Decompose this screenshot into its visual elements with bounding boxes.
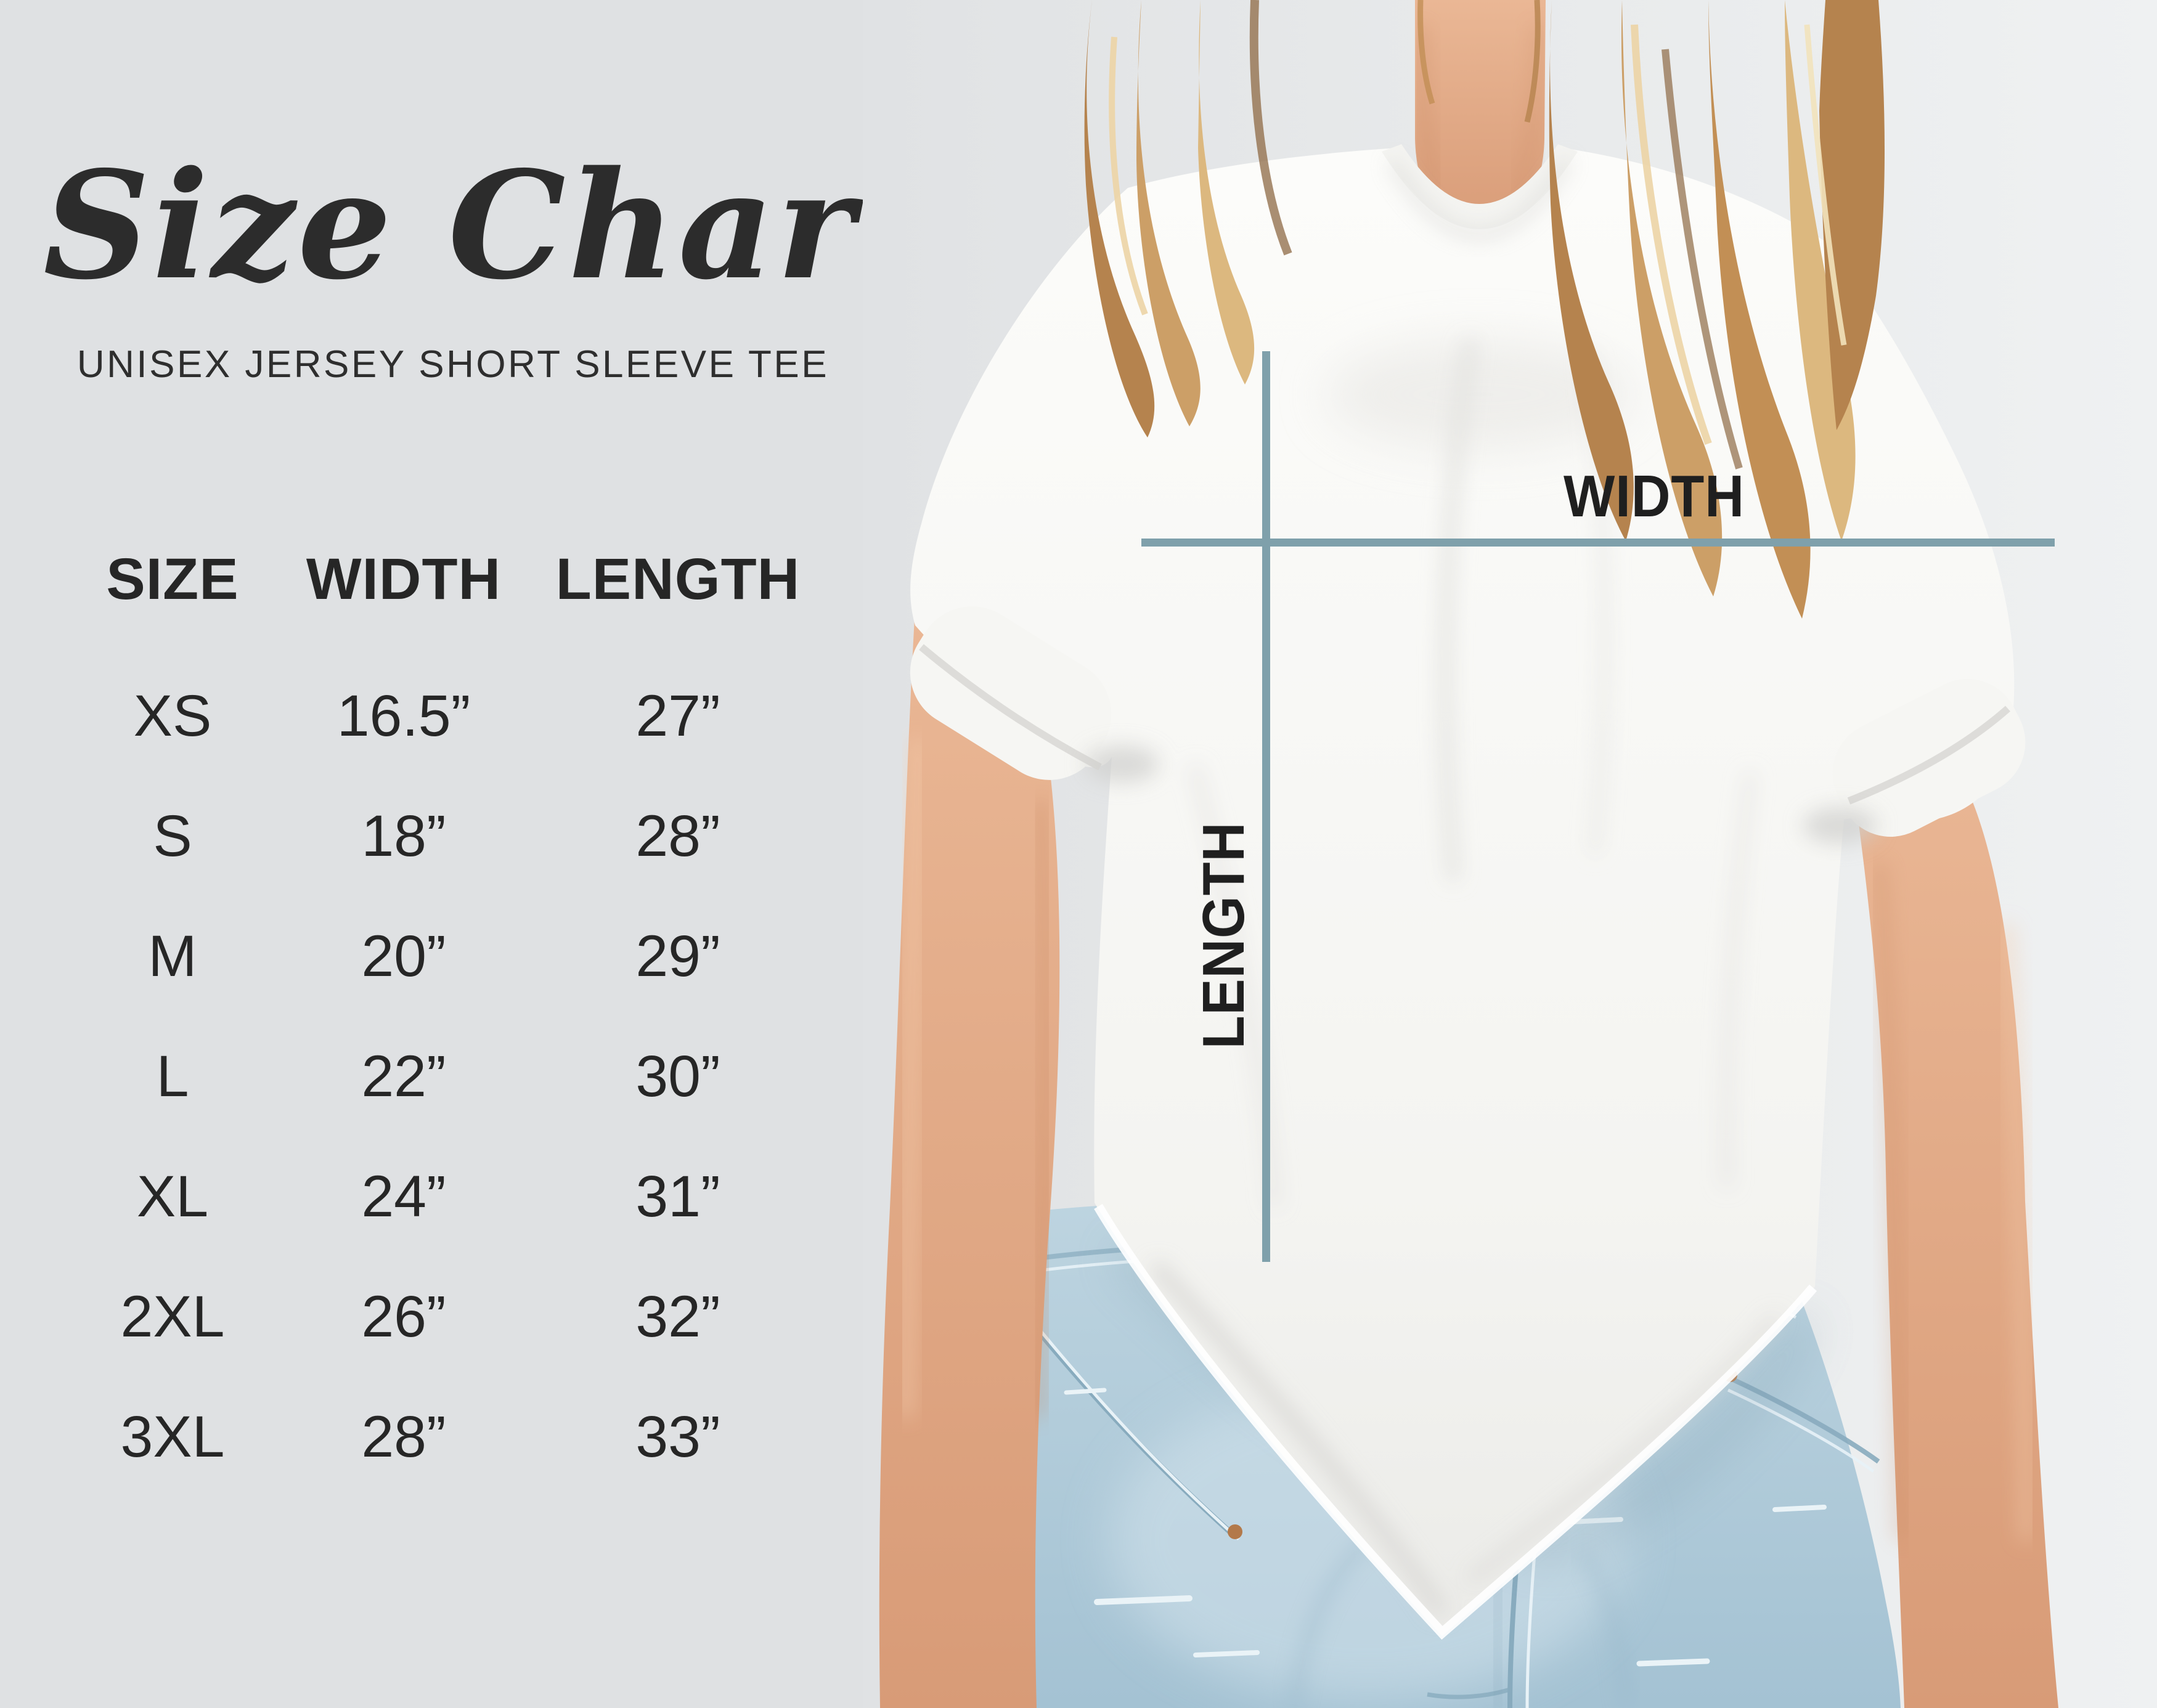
left-cuff bbox=[910, 606, 1112, 780]
subtitle: UNISEX JERSEY SHORT SLEEVE TEE bbox=[76, 343, 830, 386]
hair bbox=[1084, 0, 1885, 619]
length-cell: 33” bbox=[635, 1404, 720, 1470]
length-cell: 28” bbox=[635, 803, 720, 869]
column-header-width: WIDTH bbox=[306, 546, 502, 612]
width-label: WIDTH bbox=[1563, 463, 1745, 529]
width-cell: 26” bbox=[361, 1284, 446, 1349]
table-row: M 20” 29” bbox=[68, 897, 826, 1017]
table-row: 3XL 28” 33” bbox=[68, 1377, 826, 1497]
length-cell: 30” bbox=[635, 1044, 720, 1109]
page-title: Size Chart bbox=[43, 139, 928, 312]
length-cell: 29” bbox=[635, 924, 720, 989]
table-row: 2XL 26” 32” bbox=[68, 1257, 826, 1377]
neck bbox=[1415, 0, 1546, 238]
width-measure-line bbox=[1141, 539, 2055, 547]
table-row: XS 16.5” 27” bbox=[68, 656, 826, 776]
tee-hem bbox=[1094, 1203, 1817, 1640]
table-row: L 22” 30” bbox=[68, 1017, 826, 1137]
width-cell: 20” bbox=[361, 924, 446, 989]
right-arm bbox=[1851, 741, 2058, 1708]
table-row: XL 24” 31” bbox=[68, 1137, 826, 1257]
length-measure-line bbox=[1262, 351, 1270, 1262]
tee-folds bbox=[1085, 339, 1877, 1615]
column-header-length: LENGTH bbox=[555, 546, 801, 612]
tee-shirt bbox=[910, 144, 2026, 1640]
right-cuff bbox=[1832, 679, 2026, 837]
left-arm bbox=[879, 617, 1060, 1708]
size-cell: S bbox=[153, 803, 192, 869]
length-cell: 31” bbox=[635, 1164, 720, 1229]
length-cell: 27” bbox=[635, 683, 720, 749]
width-cell: 22” bbox=[361, 1044, 446, 1109]
length-label: LENGTH bbox=[1191, 821, 1257, 1049]
size-cell: 2XL bbox=[120, 1284, 225, 1349]
length-cell: 32” bbox=[635, 1284, 720, 1349]
size-cell: XS bbox=[133, 683, 212, 749]
size-table: SIZE WIDTH LENGTH XS 16.5” 27” S 18” 28”… bbox=[68, 521, 826, 1497]
size-cell: L bbox=[156, 1044, 189, 1109]
size-cell: XL bbox=[136, 1164, 209, 1229]
table-header-row: SIZE WIDTH LENGTH bbox=[68, 521, 826, 638]
width-cell: 24” bbox=[361, 1164, 446, 1229]
size-cell: 3XL bbox=[120, 1404, 225, 1470]
width-cell: 28” bbox=[361, 1404, 446, 1470]
width-cell: 16.5” bbox=[336, 683, 471, 749]
model-photo bbox=[863, 0, 2157, 1708]
size-cell: M bbox=[148, 924, 197, 989]
width-cell: 18” bbox=[361, 803, 446, 869]
table-row: S 18” 28” bbox=[68, 776, 826, 897]
model-illustration bbox=[863, 0, 2157, 1708]
column-header-size: SIZE bbox=[106, 546, 239, 612]
